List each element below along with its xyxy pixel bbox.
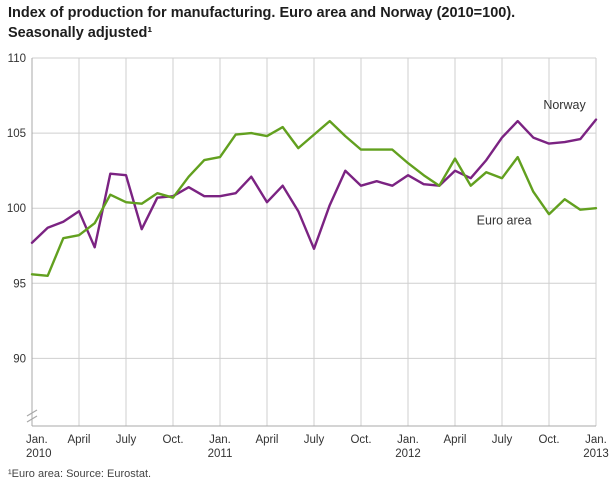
chart-title-line2: Seasonally adjusted¹ (8, 24, 153, 41)
chart-svg: 90 95 100 105 110 Jan. 2010 April July Oct. Jan. 20… (7, 53, 609, 460)
x-tick-label: April (67, 434, 90, 446)
y-tick-label: 95 (13, 278, 26, 290)
x-tick-label: Oct. (162, 434, 183, 446)
x-tick-year: 2010 (26, 448, 52, 460)
x-tick-year: 2013 (583, 448, 609, 460)
chart-title-line1: Index of production for manufacturing. E… (8, 5, 516, 21)
y-tick-label: 90 (13, 353, 26, 365)
x-tick-label: July (304, 434, 325, 446)
y-tick-label: 110 (8, 53, 26, 65)
x-tick-label: Jan. (209, 434, 231, 446)
x-tick-label: Jan. (26, 434, 48, 446)
x-tick-year: 2012 (395, 448, 421, 460)
x-tick-label: Oct. (350, 434, 371, 446)
axis-break-mark (26, 409, 38, 417)
x-tick-label: April (255, 434, 278, 446)
chart-title: Index of production for manufacturing. E… (8, 4, 602, 43)
y-tick-label: 105 (7, 128, 26, 140)
series-line-euro-area (30, 119, 598, 278)
x-tick-label: Oct. (538, 434, 559, 446)
y-tick-label: 100 (7, 203, 26, 215)
x-tick-year: 2011 (208, 448, 233, 460)
chart: 90 95 100 105 110 Jan. 2010 April July Oct. Jan. 20… (0, 46, 610, 460)
footnote: ¹Euro area: Source: Eurostat. (8, 468, 152, 480)
x-tick-label: Jan. (585, 434, 607, 446)
x-tick-label: Jan. (397, 434, 419, 446)
series-label-euro-area: Euro area (477, 214, 532, 228)
series-label-norway: Norway (543, 98, 586, 112)
x-tick-label: July (116, 434, 137, 446)
x-tick-label: July (492, 434, 513, 446)
series-line-norway (30, 118, 598, 251)
axis-break-mark (26, 415, 38, 423)
x-tick-label: April (443, 434, 466, 446)
